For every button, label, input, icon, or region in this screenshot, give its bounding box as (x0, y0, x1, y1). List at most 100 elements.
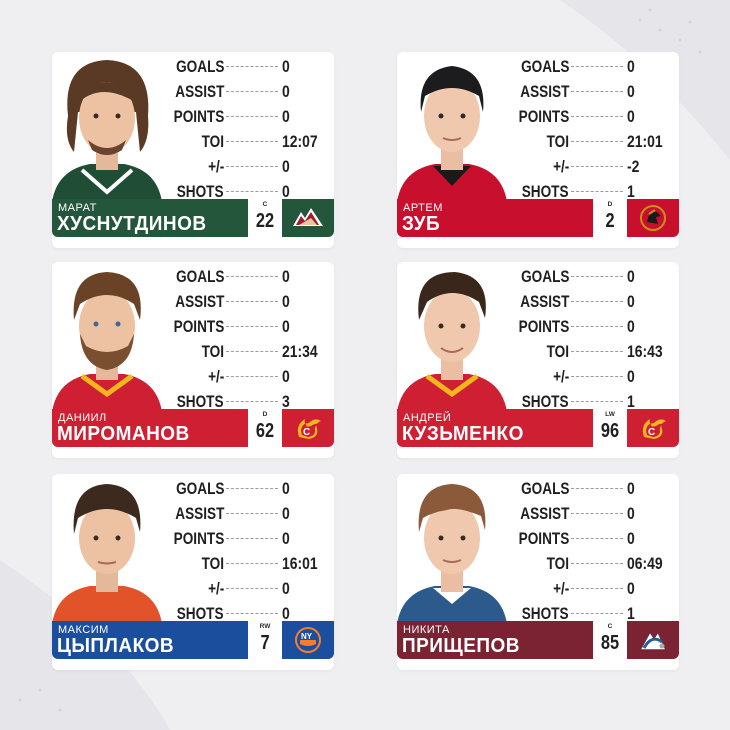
stat-label: +/- (552, 579, 569, 598)
dashed-leader (571, 376, 623, 377)
jersey-box: D 62 (248, 409, 282, 447)
player-last-name: ХУСНУТДИНОВ (57, 213, 207, 235)
new-york-islanders-logo-icon: NY (282, 621, 334, 659)
dashed-leader (571, 351, 623, 352)
player-stats: GOALS 0 ASSIST 0 POINTS 0 TOI 21:34 +/- 0 SHO… (164, 264, 334, 414)
stat-row-goals: GOALS 0 (164, 476, 334, 501)
player-name: МАКСИМ ЦЫПЛАКОВ (52, 621, 248, 659)
player-card-khusnutdinov: GOALS 0 ASSIST 0 POINTS 0 TOI 12:07 +/- 0 SHO… (52, 52, 334, 248)
player-name-bar: МАРАТ ХУСНУТДИНОВ C 22 (52, 199, 334, 237)
stat-row-assist: ASSIST 0 (164, 501, 334, 526)
stat-row-shots: SHOTS 0 (164, 179, 334, 204)
stat-value: 16:43 (627, 342, 663, 361)
stat-label: ASSIST (519, 82, 569, 101)
stat-row-points: POINTS 0 (164, 526, 334, 551)
jersey-number: 22 (255, 210, 275, 232)
stat-row-shots: SHOTS 3 (164, 389, 334, 414)
ottawa-senators-logo-icon (627, 199, 679, 237)
player-position: D (607, 201, 613, 208)
dashed-leader (571, 301, 623, 302)
player-first-name: НИКИТА (403, 624, 450, 636)
stat-label: SHOTS (522, 392, 569, 411)
stat-row-assist: ASSIST 0 (509, 289, 679, 314)
stat-label: POINTS (518, 317, 569, 336)
stat-value: 0 (282, 504, 290, 523)
calgary-flames-logo-icon: C (282, 409, 334, 447)
stat-label: GOALS (520, 479, 569, 498)
stat-value: 0 (282, 267, 290, 286)
stat-row-plus-minus: +/- 0 (509, 364, 679, 389)
dashed-leader (226, 351, 278, 352)
player-stats: GOALS 0 ASSIST 0 POINTS 0 TOI 12:07 +/- 0 SHO… (164, 54, 334, 204)
stat-value: 0 (627, 317, 635, 336)
stat-value: 0 (282, 579, 290, 598)
svg-text:C: C (303, 427, 310, 438)
player-portrait (52, 262, 162, 428)
stat-value: 0 (282, 57, 290, 76)
player-portrait (397, 474, 507, 640)
dashed-leader (226, 166, 278, 167)
stat-value: 0 (627, 292, 635, 311)
dashed-leader (571, 166, 623, 167)
stat-value: 0 (282, 479, 290, 498)
stat-value: 0 (627, 529, 635, 548)
stat-value: 0 (282, 317, 290, 336)
player-name-bar: ДАНИИЛ МИРОМАНОВ D 62 C (52, 409, 334, 447)
stat-label: SHOTS (177, 604, 224, 623)
jersey-number: 7 (260, 632, 270, 654)
svg-text:NY: NY (301, 632, 313, 641)
stat-label: ASSIST (174, 292, 224, 311)
player-name: МАРАТ ХУСНУТДИНОВ (52, 199, 248, 237)
player-name: НИКИТА ПРИЩЕПОВ (397, 621, 593, 659)
stat-label: TOI (546, 132, 569, 151)
dashed-leader (226, 563, 278, 564)
dashed-leader (226, 376, 278, 377)
player-position: RW (259, 623, 271, 630)
dashed-leader (571, 538, 623, 539)
player-card-kuzmenko: GOALS 0 ASSIST 0 POINTS 0 TOI 16:43 +/- 0 SHO… (397, 262, 679, 458)
stat-value: 0 (627, 107, 635, 126)
player-name: АНДРЕЙ КУЗЬМЕНКО (397, 409, 593, 447)
dashed-leader (571, 91, 623, 92)
stat-row-shots: SHOTS 1 (509, 601, 679, 626)
player-card-prishchepov: GOALS 0 ASSIST 0 POINTS 0 TOI 06:49 +/- 0 SHO… (397, 474, 679, 670)
stat-label: TOI (201, 554, 224, 573)
stat-label: GOALS (175, 479, 224, 498)
stat-label: POINTS (518, 107, 569, 126)
stat-value: 0 (627, 367, 635, 386)
dashed-leader (226, 613, 278, 614)
stat-value: 0 (627, 82, 635, 101)
stat-value: 0 (627, 57, 635, 76)
player-stats: GOALS 0 ASSIST 0 POINTS 0 TOI 16:01 +/- 0 SHO… (164, 476, 334, 626)
player-portrait (397, 262, 507, 428)
stat-label: GOALS (175, 57, 224, 76)
stat-row-plus-minus: +/- 0 (164, 576, 334, 601)
stat-label: TOI (546, 554, 569, 573)
player-stats: GOALS 0 ASSIST 0 POINTS 0 TOI 06:49 +/- 0 SHO… (509, 476, 679, 626)
stat-row-assist: ASSIST 0 (509, 501, 679, 526)
dashed-leader (571, 488, 623, 489)
stat-label: SHOTS (522, 182, 569, 201)
stat-label: ASSIST (519, 292, 569, 311)
stat-label: GOALS (520, 57, 569, 76)
player-card-zub: GOALS 0 ASSIST 0 POINTS 0 TOI 21:01 +/- -2 SH… (397, 52, 679, 248)
stat-row-plus-minus: +/- -2 (509, 154, 679, 179)
player-stats: GOALS 0 ASSIST 0 POINTS 0 TOI 21:01 +/- -2 SH… (509, 54, 679, 204)
player-position: D (262, 411, 268, 418)
stat-label: TOI (201, 342, 224, 361)
stat-label: SHOTS (522, 604, 569, 623)
stat-label: ASSIST (174, 504, 224, 523)
player-last-name: ПРИЩЕПОВ (402, 635, 520, 657)
stat-value: 1 (627, 182, 635, 201)
stat-value: 0 (282, 82, 290, 101)
stat-label: POINTS (173, 107, 224, 126)
minnesota-wild-logo-icon (282, 199, 334, 237)
dashed-leader (226, 141, 278, 142)
jersey-number: 85 (600, 632, 620, 654)
dashed-leader (226, 326, 278, 327)
player-last-name: ЦЫПЛАКОВ (57, 635, 175, 657)
jersey-number: 2 (605, 210, 615, 232)
player-last-name: КУЗЬМЕНКО (402, 423, 524, 445)
stat-row-points: POINTS 0 (509, 104, 679, 129)
dashed-leader (226, 301, 278, 302)
